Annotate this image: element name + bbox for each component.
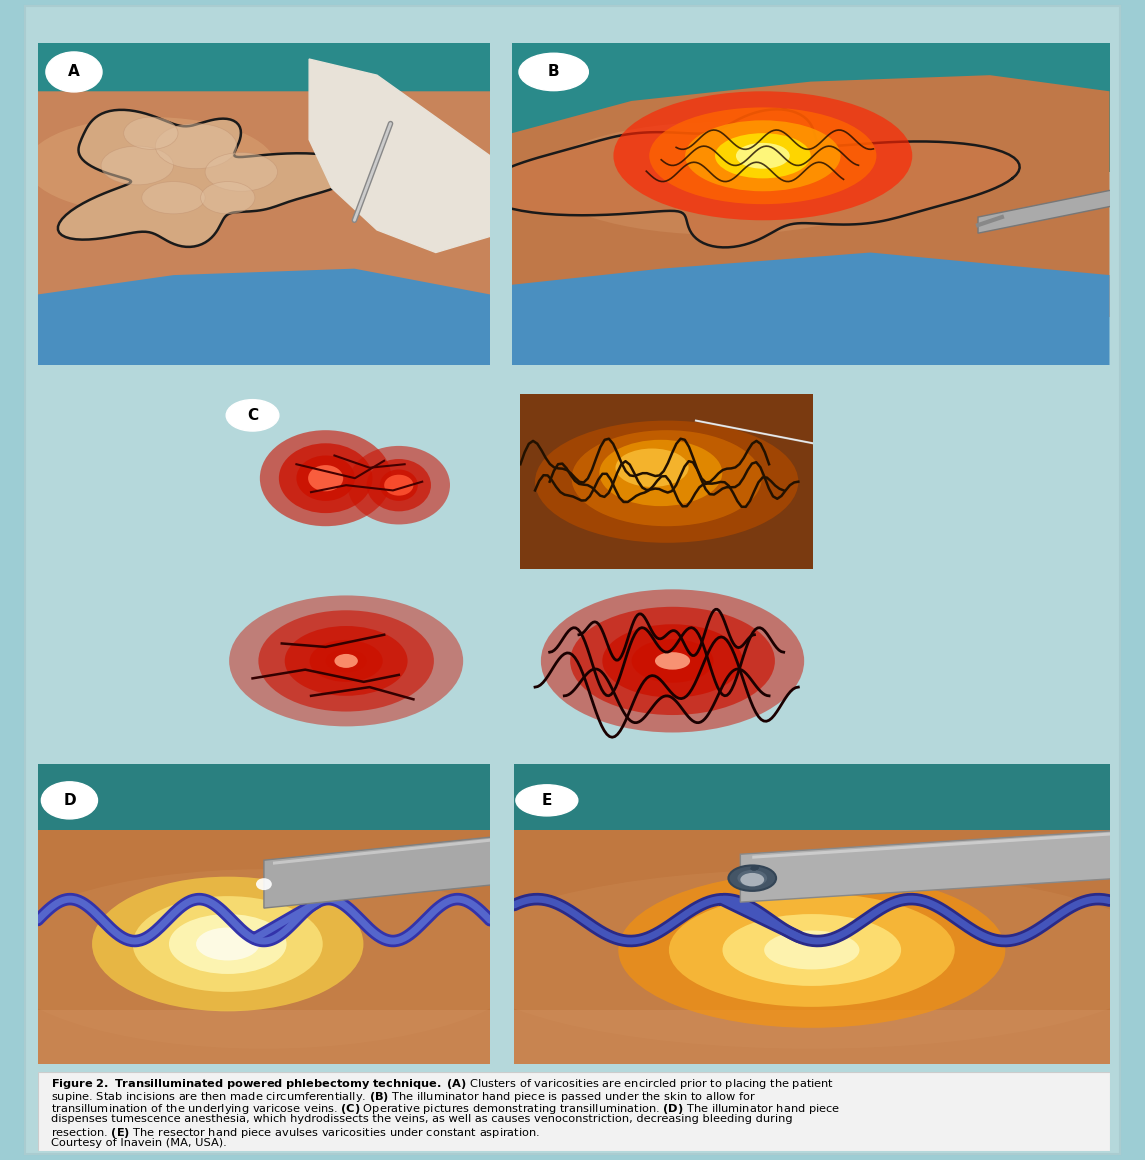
Ellipse shape [279,443,372,513]
Ellipse shape [751,865,759,870]
FancyBboxPatch shape [514,764,1110,848]
Circle shape [227,400,279,432]
Ellipse shape [602,624,743,697]
Circle shape [516,785,578,815]
Ellipse shape [256,878,271,890]
FancyBboxPatch shape [0,92,536,356]
Polygon shape [58,110,358,247]
Ellipse shape [297,456,355,501]
Polygon shape [741,831,1121,902]
FancyBboxPatch shape [38,1072,1110,1151]
Circle shape [41,782,97,819]
Polygon shape [38,269,490,365]
Ellipse shape [156,123,237,168]
Circle shape [519,53,589,90]
Ellipse shape [348,445,450,524]
Text: supine. Stab incisions are then made circumferentially. $\mathbf{(B)}$ The illum: supine. Stab incisions are then made cir… [50,1089,756,1103]
Ellipse shape [685,121,840,191]
Ellipse shape [285,626,408,696]
Ellipse shape [308,465,343,492]
Polygon shape [263,836,499,908]
Ellipse shape [259,610,434,711]
Ellipse shape [205,153,277,191]
Ellipse shape [535,421,798,543]
Text: B: B [547,65,560,79]
Ellipse shape [101,146,174,184]
Ellipse shape [737,870,767,886]
Ellipse shape [571,430,761,527]
Ellipse shape [142,182,205,213]
Text: resection. $\mathbf{(E)}$ The resector hand piece avulses varicosities under con: resection. $\mathbf{(E)}$ The resector h… [50,1126,539,1140]
Ellipse shape [366,459,431,512]
Ellipse shape [599,440,722,506]
Ellipse shape [380,470,418,501]
Ellipse shape [764,930,860,970]
Ellipse shape [618,872,1005,1028]
Text: D: D [63,792,76,807]
Ellipse shape [570,607,775,715]
Ellipse shape [542,122,900,234]
Ellipse shape [26,117,275,213]
Text: E: E [542,792,552,807]
Ellipse shape [133,897,323,992]
FancyBboxPatch shape [38,1010,490,1064]
Polygon shape [512,75,1110,317]
Circle shape [46,52,102,92]
Ellipse shape [309,640,382,682]
Ellipse shape [92,877,363,1012]
Ellipse shape [325,650,366,673]
Polygon shape [309,59,490,253]
Ellipse shape [722,914,901,986]
Ellipse shape [169,914,286,974]
Ellipse shape [200,182,255,213]
Polygon shape [978,188,1121,233]
Text: Courtesy of Inavein (MA, USA).: Courtesy of Inavein (MA, USA). [50,1138,227,1148]
Text: A: A [68,65,80,79]
Ellipse shape [751,865,758,870]
Ellipse shape [455,869,1145,1049]
Polygon shape [482,109,1020,247]
Ellipse shape [750,867,758,871]
Polygon shape [512,253,1110,365]
Ellipse shape [124,117,177,150]
FancyBboxPatch shape [38,831,490,1064]
FancyBboxPatch shape [25,6,1120,1154]
Polygon shape [273,838,499,864]
Text: $\mathbf{Figure\ 2.\ Transilluminated\ powered\ phlebectomy\ technique.}$ $\math: $\mathbf{Figure\ 2.\ Transilluminated\ p… [50,1078,834,1092]
Polygon shape [752,832,1121,858]
Ellipse shape [616,449,688,487]
FancyBboxPatch shape [514,1010,1110,1064]
Ellipse shape [260,430,392,527]
Ellipse shape [750,867,758,871]
Ellipse shape [714,133,811,179]
Ellipse shape [632,639,713,683]
Ellipse shape [649,108,876,204]
Text: transillumination of the underlying varicose veins. $\mathbf{(C)}$ Operative pic: transillumination of the underlying vari… [50,1102,839,1116]
FancyBboxPatch shape [520,394,813,570]
Ellipse shape [229,595,464,726]
Ellipse shape [614,92,913,220]
Ellipse shape [0,869,536,1049]
FancyBboxPatch shape [38,764,490,848]
Ellipse shape [728,865,776,891]
Ellipse shape [655,652,690,669]
Ellipse shape [196,928,260,960]
Text: dispenses tumescence anesthesia, which hydrodissects the veins, as well as cause: dispenses tumescence anesthesia, which h… [50,1114,792,1124]
Ellipse shape [385,474,413,495]
FancyBboxPatch shape [514,831,1110,1064]
Ellipse shape [669,893,955,1007]
Ellipse shape [751,865,758,870]
FancyBboxPatch shape [38,43,490,188]
FancyBboxPatch shape [512,43,1110,172]
Text: C: C [247,408,258,423]
Ellipse shape [540,589,804,732]
Ellipse shape [736,143,790,168]
Ellipse shape [334,654,358,668]
Ellipse shape [741,873,764,886]
